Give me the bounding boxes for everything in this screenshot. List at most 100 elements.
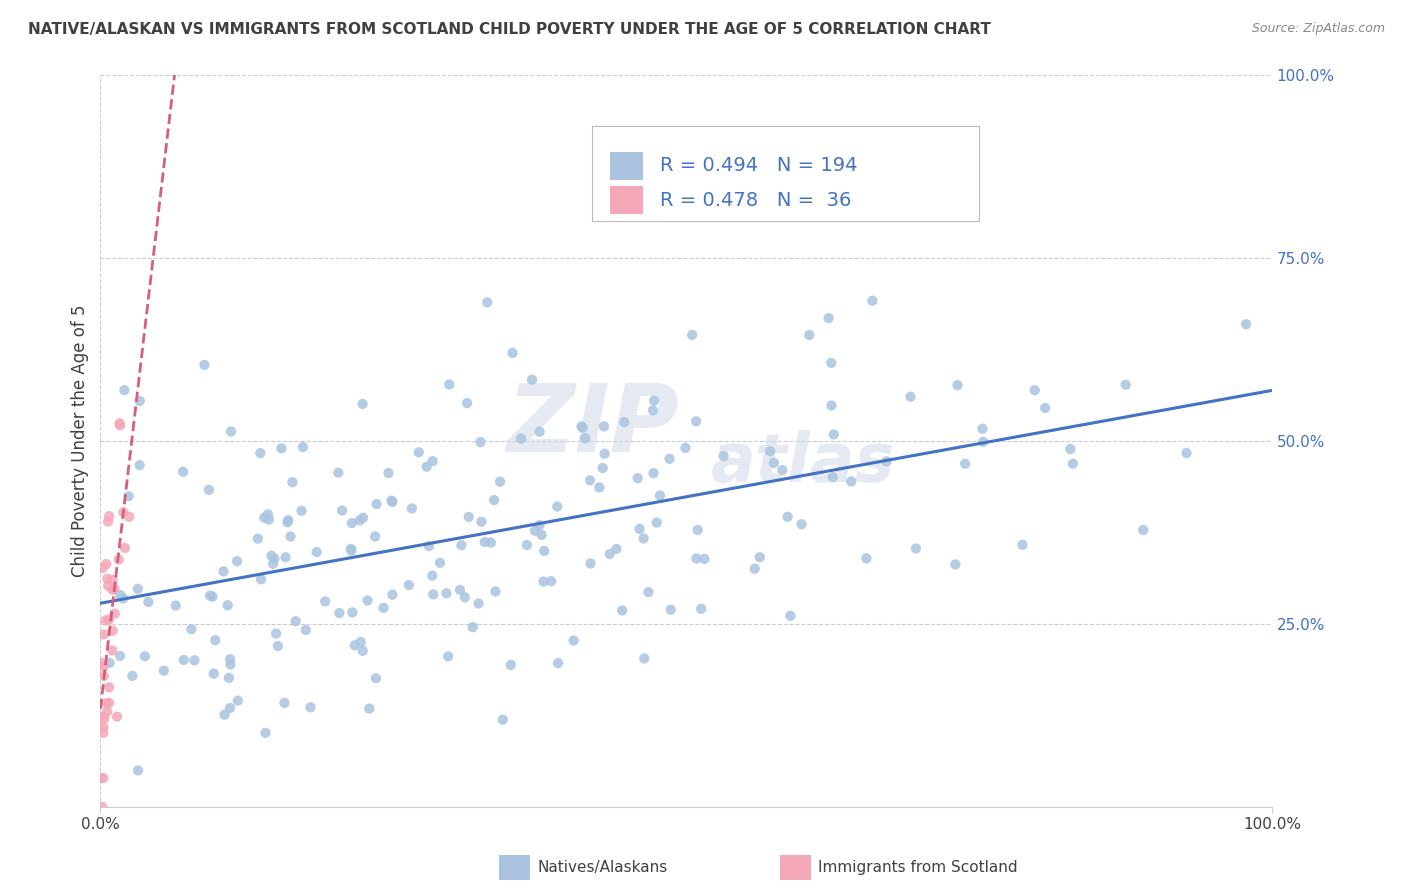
Point <box>533 574 555 589</box>
Point <box>352 510 374 524</box>
Point <box>381 588 404 602</box>
Point <box>98 656 121 670</box>
Point <box>675 441 697 455</box>
Point <box>103 582 125 596</box>
Point <box>502 346 524 360</box>
Bar <box>610 152 643 179</box>
Point <box>1115 377 1137 392</box>
Point <box>364 529 387 543</box>
Point <box>202 666 225 681</box>
Point <box>253 510 276 524</box>
Point <box>377 466 399 480</box>
Point <box>1234 317 1257 331</box>
Point <box>93 720 115 734</box>
Point <box>599 547 621 561</box>
Point <box>408 445 430 459</box>
Point <box>748 550 770 565</box>
Point <box>477 295 499 310</box>
Point <box>330 503 353 517</box>
Point <box>605 541 627 556</box>
Point <box>380 493 402 508</box>
Point <box>821 470 844 484</box>
Point <box>627 471 650 485</box>
Point <box>93 726 115 740</box>
Point <box>474 535 496 549</box>
Point <box>759 444 782 458</box>
Point <box>855 551 877 566</box>
FancyBboxPatch shape <box>592 126 979 221</box>
Point <box>359 701 381 715</box>
Point <box>470 515 492 529</box>
Point <box>571 421 593 435</box>
Point <box>93 627 115 641</box>
Point <box>461 620 484 634</box>
Point <box>693 552 716 566</box>
Y-axis label: Child Poverty Under the Age of 5: Child Poverty Under the Age of 5 <box>72 304 89 577</box>
Point <box>352 397 374 411</box>
Text: NATIVE/ALASKAN VS IMMIGRANTS FROM SCOTLAND CHILD POVERTY UNDER THE AGE OF 5 CORR: NATIVE/ALASKAN VS IMMIGRANTS FROM SCOTLA… <box>28 22 991 37</box>
Point <box>172 465 194 479</box>
Point <box>762 456 785 470</box>
Point <box>593 419 616 434</box>
Point <box>779 608 801 623</box>
Point <box>270 442 292 456</box>
Point <box>98 681 121 695</box>
Point <box>249 446 271 460</box>
Point <box>138 595 160 609</box>
Point <box>193 358 215 372</box>
Point <box>690 602 713 616</box>
Point <box>946 378 969 392</box>
Point <box>128 458 150 473</box>
Point <box>328 466 350 480</box>
Point <box>492 713 515 727</box>
Point <box>96 572 118 586</box>
Point <box>204 633 226 648</box>
Point <box>484 584 506 599</box>
Point <box>658 451 681 466</box>
Point <box>633 651 655 665</box>
Point <box>328 606 350 620</box>
Point <box>173 653 195 667</box>
Point <box>101 643 124 657</box>
Point <box>823 427 845 442</box>
Point <box>547 656 569 670</box>
Point <box>101 582 124 597</box>
Point <box>820 356 842 370</box>
Point <box>1033 401 1056 415</box>
Point <box>533 544 555 558</box>
Point <box>643 466 665 480</box>
Point <box>713 449 735 463</box>
Point <box>681 327 703 342</box>
Point <box>105 709 128 723</box>
Point <box>401 501 423 516</box>
Point <box>429 556 451 570</box>
Point <box>876 454 898 468</box>
Point <box>212 564 235 578</box>
Point <box>900 390 922 404</box>
Point <box>91 561 114 575</box>
Point <box>112 383 135 397</box>
Point <box>108 648 131 663</box>
Point <box>648 489 671 503</box>
Point <box>112 505 135 519</box>
Point <box>91 771 114 785</box>
Point <box>96 705 118 719</box>
Point <box>571 419 593 434</box>
Point <box>96 557 118 571</box>
Point <box>398 578 420 592</box>
Point <box>685 551 707 566</box>
Point <box>641 403 664 417</box>
Point <box>118 509 141 524</box>
Point <box>482 493 505 508</box>
Point <box>1024 383 1046 397</box>
Point <box>256 508 278 522</box>
Point <box>574 431 596 445</box>
Point <box>685 414 707 428</box>
Point <box>479 535 502 549</box>
Point <box>93 711 115 725</box>
Point <box>510 432 533 446</box>
Point <box>198 589 221 603</box>
Point <box>588 480 610 494</box>
Point <box>96 697 118 711</box>
Point <box>112 591 135 606</box>
